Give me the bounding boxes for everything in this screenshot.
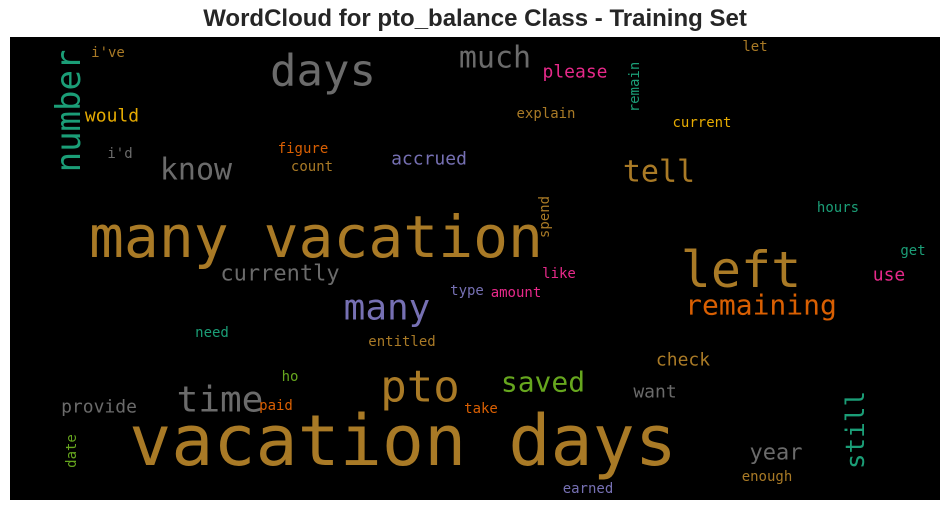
word-left: left bbox=[681, 241, 801, 299]
word-vacation-days: vacation days bbox=[129, 400, 677, 482]
word-tell: tell bbox=[623, 155, 695, 190]
word-much: much bbox=[459, 41, 531, 76]
word-explain: explain bbox=[516, 106, 575, 122]
word-pto: pto bbox=[380, 362, 459, 413]
word-ho: ho bbox=[282, 369, 299, 385]
word-figure: figure bbox=[278, 141, 329, 157]
word-want: want bbox=[633, 382, 676, 403]
word-remaining: remaining bbox=[685, 289, 837, 322]
word-know: know bbox=[160, 153, 233, 188]
word-type: type bbox=[450, 283, 484, 299]
word-like: like bbox=[542, 266, 576, 282]
word-let: let bbox=[742, 39, 767, 55]
word-many-vacation: many vacation bbox=[89, 203, 543, 271]
word-many: many bbox=[344, 288, 431, 329]
word-year: year bbox=[750, 441, 803, 466]
word-spend: spend bbox=[537, 196, 553, 238]
word-provide: provide bbox=[61, 397, 137, 418]
word-number: number bbox=[49, 50, 89, 173]
word-please: please bbox=[542, 62, 607, 83]
word-i-ve: i've bbox=[91, 45, 125, 61]
word-count: count bbox=[291, 159, 333, 175]
word-get: get bbox=[900, 243, 925, 259]
chart-title: WordCloud for pto_balance Class - Traini… bbox=[203, 5, 747, 32]
word-days: days bbox=[270, 46, 376, 97]
wordcloud-canvas: vacation days many vacation left pto days man… bbox=[10, 37, 940, 500]
word-still: still bbox=[841, 391, 871, 469]
word-currently: currently bbox=[220, 262, 339, 287]
word-would: would bbox=[85, 106, 139, 127]
word-amount: amount bbox=[491, 285, 542, 301]
word-date: date bbox=[64, 434, 80, 468]
word-enough: enough bbox=[742, 469, 793, 485]
word-remain: remain bbox=[627, 62, 643, 113]
word-current: current bbox=[672, 115, 731, 131]
word-check: check bbox=[656, 350, 710, 371]
word-use: use bbox=[873, 265, 906, 286]
wordcloud-svg: vacation days many vacation left pto days man… bbox=[49, 39, 926, 497]
word-entitled: entitled bbox=[368, 334, 435, 350]
word-time: time bbox=[177, 380, 264, 421]
word-need: need bbox=[195, 325, 229, 341]
word-hours: hours bbox=[817, 200, 859, 216]
word-earned: earned bbox=[563, 481, 614, 497]
word-paid: paid bbox=[259, 398, 293, 414]
word-saved: saved bbox=[501, 366, 585, 399]
word-accrued: accrued bbox=[391, 149, 467, 170]
word-i-d: i'd bbox=[107, 146, 132, 162]
word-take: take bbox=[464, 401, 498, 417]
